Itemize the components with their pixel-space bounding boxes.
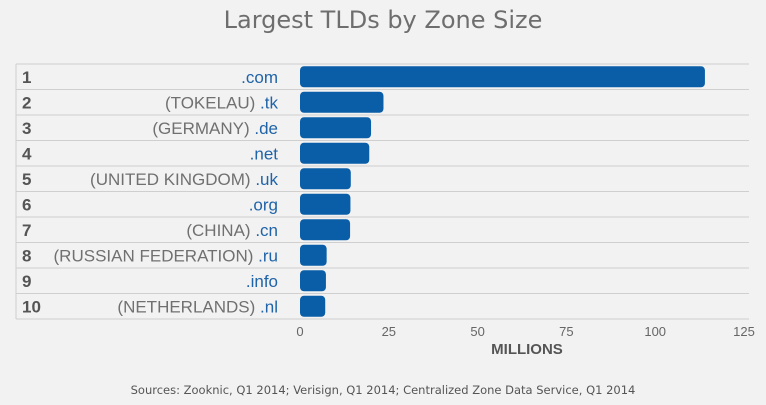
bar	[300, 244, 327, 266]
tld-label: .tk	[260, 93, 278, 112]
country-label: (TOKELAU)	[165, 93, 260, 112]
x-tick-label: 100	[644, 324, 666, 339]
category-label: (CHINA) .cn	[186, 221, 278, 240]
x-tick-label: 25	[382, 324, 396, 339]
rank-label: 2	[22, 93, 31, 112]
bar	[300, 66, 705, 88]
bar-row: 2 (TOKELAU) .tk	[22, 91, 384, 113]
category-label: .net	[250, 144, 279, 163]
source-note: Sources: Zooknic, Q1 2014; Verisign, Q1 …	[131, 383, 636, 397]
x-axis-title: MILLIONS	[491, 341, 563, 358]
tld-label: .cn	[255, 221, 278, 240]
bar	[300, 270, 326, 292]
category-label: (UNITED KINGDOM) .uk	[90, 170, 278, 189]
x-tick-label: 0	[296, 324, 303, 339]
rank-label: 8	[22, 246, 31, 265]
category-label: (GERMANY) .de	[152, 119, 278, 138]
tld-label: .info	[246, 272, 278, 291]
rank-label: 7	[22, 221, 31, 240]
x-tick-label: 125	[733, 324, 755, 339]
country-label: (RUSSIAN FEDERATION)	[54, 246, 259, 265]
bar-row: 5 (UNITED KINGDOM) .uk	[22, 168, 351, 190]
bar	[300, 117, 372, 139]
x-tick-label: 50	[470, 324, 484, 339]
tld-label: .uk	[255, 170, 278, 189]
rank-label: 9	[22, 272, 31, 291]
country-label: (NETHERLANDS)	[117, 297, 260, 316]
bar-row: 7 (CHINA) .cn	[22, 219, 351, 241]
x-tick-label: 75	[559, 324, 573, 339]
rank-label: 10	[22, 297, 41, 316]
tld-label: .net	[250, 144, 279, 163]
chart-title: Largest TLDs by Zone Size	[224, 6, 543, 34]
category-label: (TOKELAU) .tk	[165, 93, 279, 112]
bar	[300, 142, 370, 164]
rank-label: 1	[22, 68, 31, 87]
bar-row: 1 .com	[22, 66, 705, 88]
rank-label: 6	[22, 195, 31, 214]
tld-label: .nl	[260, 297, 278, 316]
rank-label: 3	[22, 119, 31, 138]
category-label: (NETHERLANDS) .nl	[117, 297, 278, 316]
tld-label: .de	[254, 119, 278, 138]
bar	[300, 295, 326, 317]
bar-row: 6 .org	[22, 193, 351, 215]
country-label: (GERMANY)	[152, 119, 254, 138]
x-axis-ticks: 0 25 50 75 100 125	[296, 324, 754, 339]
bar-row: 10 (NETHERLANDS) .nl	[22, 295, 326, 317]
category-label: .info	[246, 272, 278, 291]
tld-label: .org	[249, 195, 278, 214]
bar-row: 9 .info	[22, 270, 326, 292]
bar-row: 8 (RUSSIAN FEDERATION) .ru	[22, 244, 327, 266]
country-label: (UNITED KINGDOM)	[90, 170, 255, 189]
rank-label: 4	[22, 144, 32, 163]
bar-row: 4 .net	[22, 142, 370, 164]
category-label: .org	[249, 195, 278, 214]
tld-label: .ru	[258, 246, 278, 265]
tld-label: .com	[241, 68, 278, 87]
bar	[300, 168, 351, 190]
country-label: (CHINA)	[186, 221, 255, 240]
category-label: (RUSSIAN FEDERATION) .ru	[54, 246, 278, 265]
bar	[300, 219, 351, 241]
bar	[300, 193, 351, 215]
category-label: .com	[241, 68, 278, 87]
rows: 1 .com 2 (TOKELAU) .tk 3 (GERMANY) .de 4 .net 5 (…	[15, 63, 749, 320]
bar-row: 3 (GERMANY) .de	[22, 117, 372, 139]
rank-label: 5	[22, 170, 31, 189]
bar	[300, 91, 384, 113]
